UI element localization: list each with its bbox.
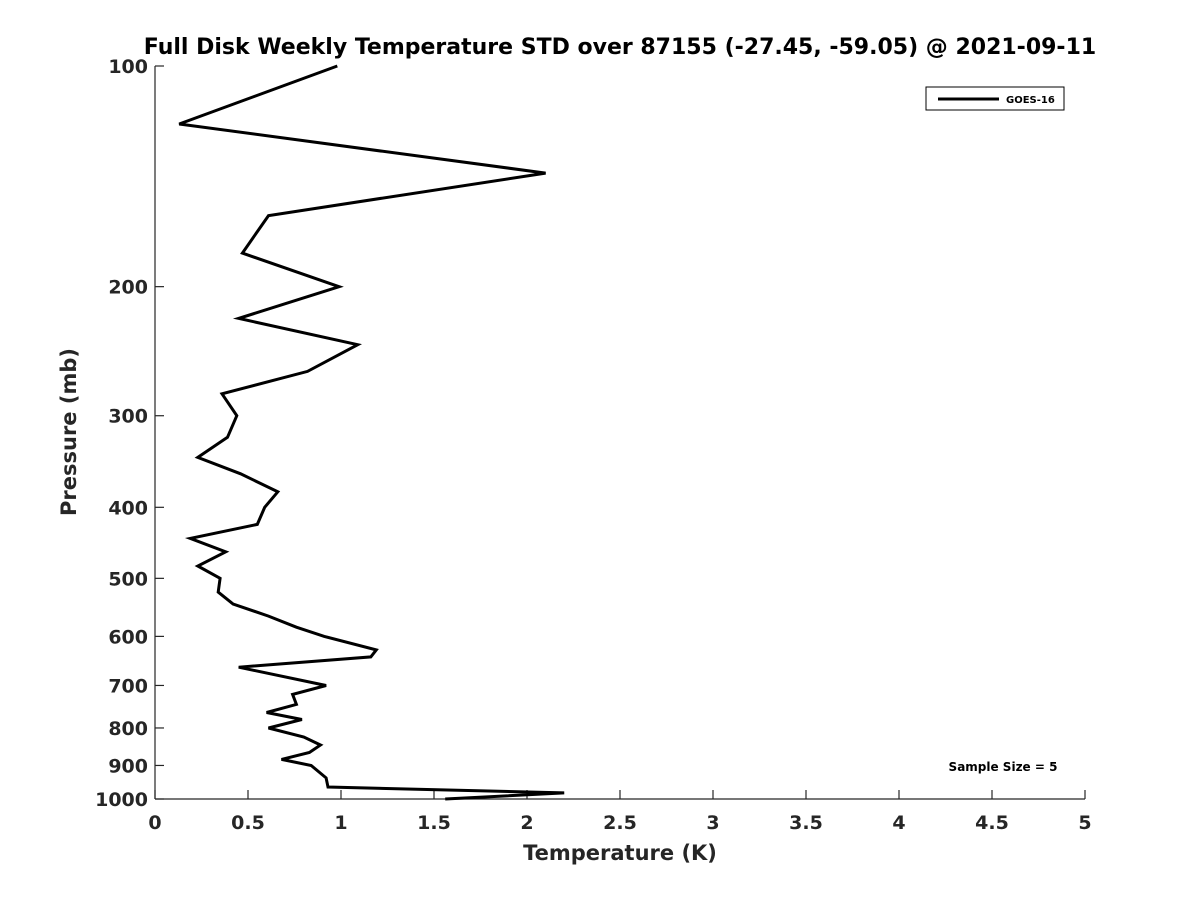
- axes: [154, 66, 1085, 800]
- series-line-goes-16: [178, 64, 565, 801]
- x-axis-ticks: 0 0.5 1 1.5 2 2.5 3 3.5 4 4.5 5: [148, 790, 1092, 834]
- x-tick-label: 3: [706, 812, 719, 834]
- y-tick-label: 500: [108, 568, 148, 590]
- y-tick-label: 900: [108, 755, 148, 777]
- y-tick-label: 200: [108, 277, 148, 299]
- y-tick-label: 800: [108, 718, 148, 740]
- y-tick-label: 300: [108, 406, 148, 428]
- y-axis-label: Pressure (mb): [57, 348, 81, 516]
- x-tick-label: 1: [334, 812, 347, 834]
- y-tick-label: 700: [108, 675, 148, 697]
- y-axis-ticks: 100 200 300 400 500 600 700 800 900 1000: [95, 56, 164, 811]
- x-axis-label: Temperature (K): [523, 841, 717, 865]
- x-tick-label: 0: [148, 812, 161, 834]
- legend: GOES-16: [925, 86, 1065, 111]
- legend-label-goes-16: GOES-16: [1006, 95, 1055, 106]
- series-points: [179, 66, 564, 799]
- x-tick-label: 3.5: [789, 812, 823, 834]
- x-tick-label: 2.5: [603, 812, 637, 834]
- y-tick-label: 600: [108, 626, 148, 648]
- x-tick-label: 4.5: [975, 812, 1009, 834]
- x-tick-label: 4: [892, 812, 905, 834]
- x-tick-label: 2: [520, 812, 533, 834]
- x-tick-label: 0.5: [231, 812, 265, 834]
- y-tick-label: 400: [108, 497, 148, 519]
- x-tick-label: 1.5: [417, 812, 451, 834]
- chart-title: Full Disk Weekly Temperature STD over 87…: [144, 35, 1096, 60]
- x-tick-label: 5: [1078, 812, 1091, 834]
- y-tick-label: 100: [108, 56, 148, 78]
- sample-size-annotation: Sample Size = 5: [949, 760, 1058, 774]
- y-tick-label: 1000: [95, 789, 148, 811]
